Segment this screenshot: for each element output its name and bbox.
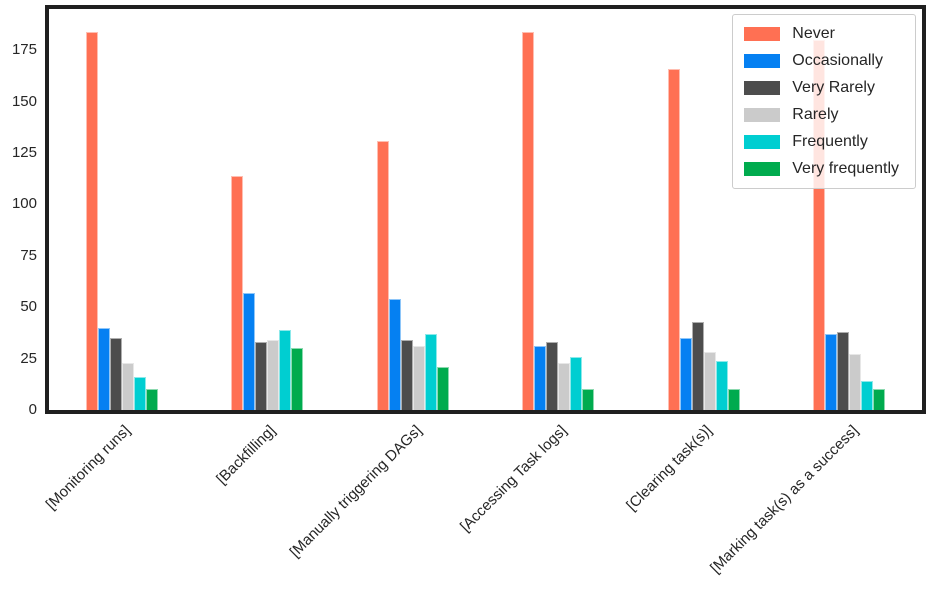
- bar-group-2: [195, 9, 341, 410]
- y-tick-label: 125: [11, 143, 37, 161]
- legend-swatch-icon: [744, 54, 781, 68]
- legend-swatch-icon: [744, 27, 781, 41]
- bar-frequently: [133, 377, 146, 410]
- y-tick-label: 75: [20, 246, 37, 264]
- bar-never: [522, 31, 535, 410]
- legend-swatch-icon: [744, 108, 781, 122]
- bar-rarely: [703, 352, 716, 410]
- legend-item-very-rarely: Very Rarely: [744, 79, 899, 97]
- bar-occasionally: [388, 298, 401, 410]
- legend-label: Frequently: [792, 133, 868, 150]
- legend-label: Never: [792, 25, 835, 42]
- bar-very-rarely: [255, 342, 268, 410]
- bar-rarely: [412, 346, 425, 410]
- bar-group-3: [340, 9, 486, 410]
- x-tick-label: [Accessing Task logs]: [457, 422, 571, 536]
- plot-content: [49, 9, 922, 410]
- x-tick-label: [Monitoring runs]: [42, 422, 134, 514]
- legend-swatch-icon: [744, 81, 781, 95]
- bar-never: [667, 68, 680, 410]
- bar-very-rarely: [109, 338, 122, 410]
- bar-very-frequently: [291, 348, 304, 410]
- bar-very-frequently: [436, 366, 449, 410]
- x-tick-label: [Backfilling]: [213, 422, 280, 488]
- y-tick-label: 50: [20, 298, 37, 316]
- bar-frequently: [861, 381, 874, 410]
- legend-swatch-icon: [744, 135, 781, 149]
- bar-occasionally: [825, 333, 838, 410]
- bar-very-frequently: [145, 389, 158, 410]
- y-tick-label: 0: [28, 401, 37, 418]
- legend-label: Very frequently: [792, 160, 899, 177]
- legend-item-never: Never: [744, 25, 899, 43]
- x-tick-label: [Manually triggering DAGs]: [286, 422, 425, 561]
- x-tick-label: [Marking task(s) as a success]: [706, 422, 862, 577]
- bar-occasionally: [534, 346, 547, 410]
- bar-very-rarely: [400, 340, 413, 410]
- bar-occasionally: [679, 338, 692, 410]
- bar-very-rarely: [691, 321, 704, 410]
- bar-very-frequently: [582, 389, 595, 410]
- bar-group-4: [486, 9, 632, 410]
- x-tick-label: [Clearing task(s)]: [623, 422, 716, 515]
- bar-very-frequently: [873, 389, 886, 410]
- legend-label: Rarely: [792, 106, 839, 123]
- bar-group-5: [631, 9, 777, 410]
- bar-group-1: [49, 9, 195, 410]
- bar-never: [376, 140, 389, 410]
- y-tick-label: 100: [11, 195, 37, 213]
- bar-very-frequently: [727, 389, 740, 410]
- legend-item-occasionally: Occasionally: [744, 52, 899, 70]
- bar-frequently: [570, 356, 583, 410]
- bar-rarely: [558, 362, 571, 410]
- y-tick-label: 25: [20, 349, 37, 367]
- bar-occasionally: [243, 292, 256, 410]
- legend-item-frequently: Frequently: [744, 133, 899, 151]
- legend: Never Occasionally Very Rarely Rarely Freque…: [732, 14, 916, 189]
- bar-frequently: [279, 329, 292, 410]
- y-axis-labels: 0 25 50 75 100 125 150 175: [0, 0, 45, 614]
- bar-rarely: [267, 340, 280, 410]
- bar-very-rarely: [837, 331, 850, 410]
- bar-very-rarely: [546, 342, 559, 410]
- bar-rarely: [849, 354, 862, 410]
- bar-frequently: [424, 333, 437, 410]
- legend-item-rarely: Rarely: [744, 106, 899, 124]
- legend-swatch-icon: [744, 162, 781, 176]
- y-tick-label: 175: [11, 41, 37, 59]
- bar-frequently: [715, 360, 728, 410]
- bar-occasionally: [97, 327, 110, 410]
- bar-never: [231, 175, 244, 410]
- legend-item-very-frequently: Very frequently: [744, 160, 899, 178]
- legend-label: Very Rarely: [792, 79, 875, 96]
- legend-label: Occasionally: [792, 52, 883, 69]
- y-tick-label: 150: [11, 92, 37, 110]
- bar-rarely: [121, 362, 134, 410]
- bar-never: [85, 31, 98, 410]
